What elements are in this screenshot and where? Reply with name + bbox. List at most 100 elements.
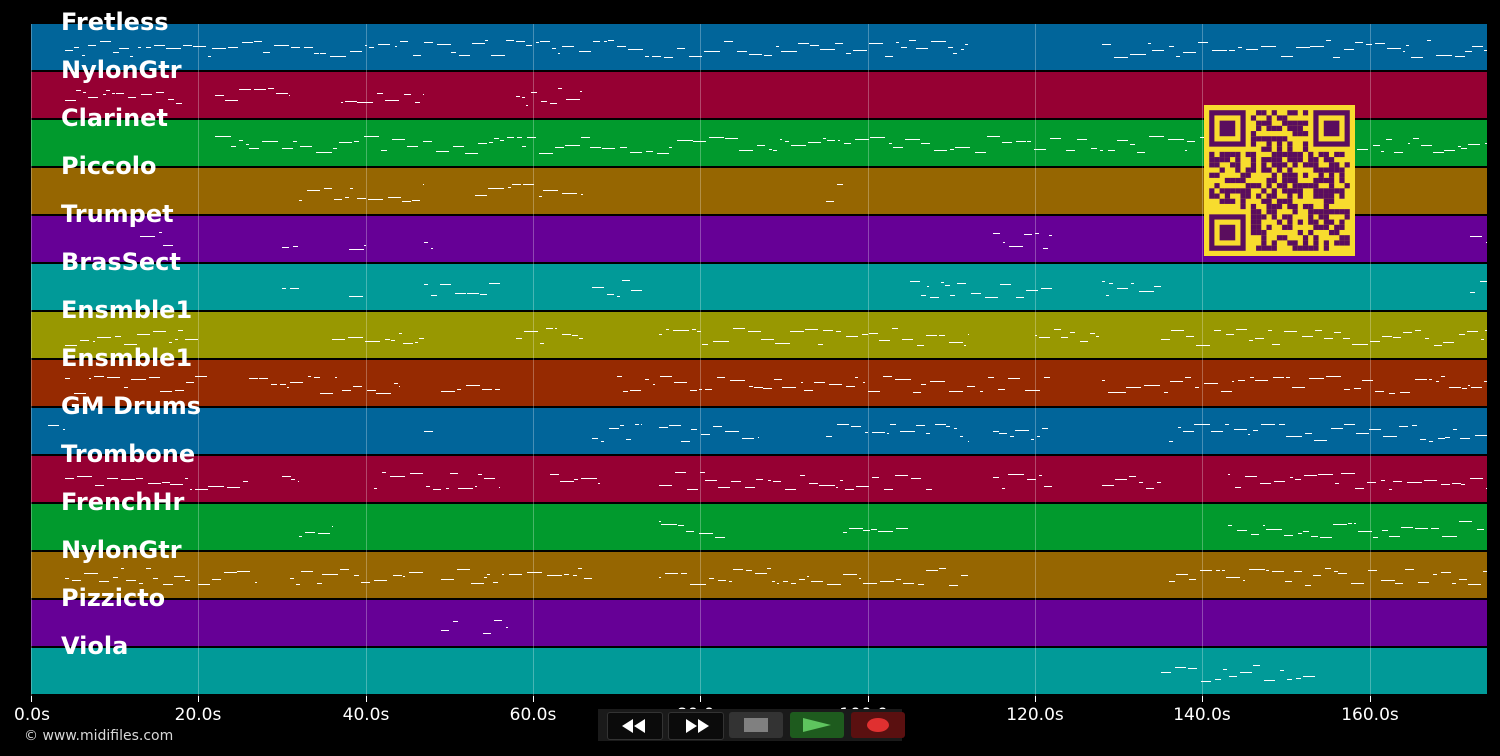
note [1200, 681, 1211, 682]
note [827, 584, 842, 585]
note [1388, 393, 1396, 394]
note [353, 141, 360, 142]
track-lane[interactable] [31, 24, 1487, 70]
track-lane[interactable] [31, 552, 1487, 598]
note [409, 572, 423, 573]
note [402, 343, 414, 344]
note [658, 334, 663, 335]
note [402, 201, 412, 202]
track-lane[interactable] [31, 408, 1487, 454]
note [340, 102, 343, 103]
note [185, 580, 190, 581]
note [1008, 246, 1024, 247]
record-button[interactable] [851, 712, 905, 738]
note [137, 47, 142, 48]
note [226, 487, 241, 488]
note [184, 478, 189, 479]
note [1393, 337, 1402, 338]
note [146, 47, 151, 48]
play-button[interactable] [790, 712, 844, 738]
note [239, 140, 244, 141]
track-lane[interactable] [31, 312, 1487, 358]
track-label: FrenchHr [61, 488, 185, 516]
note [827, 140, 835, 141]
note [163, 245, 174, 246]
note [380, 150, 388, 151]
track-lane[interactable] [31, 504, 1487, 550]
note [1146, 488, 1154, 489]
note [175, 339, 178, 340]
fast-forward-button[interactable] [668, 712, 724, 740]
note [1194, 424, 1210, 425]
note [581, 194, 584, 195]
note [800, 382, 803, 383]
note [725, 138, 739, 139]
note [895, 42, 899, 43]
note [106, 90, 111, 91]
note [554, 328, 557, 329]
note [424, 42, 433, 43]
note [523, 331, 539, 332]
note [1403, 51, 1406, 52]
note [169, 342, 172, 343]
note [64, 100, 76, 101]
note [926, 489, 932, 490]
note [314, 377, 320, 378]
piano-roll[interactable]: Fretless NylonGtr Clarinet Piccolo Trumpet Br… [0, 0, 1500, 700]
note [365, 341, 381, 342]
note [577, 568, 582, 569]
note [121, 479, 135, 480]
note [674, 382, 687, 383]
rewind-button[interactable] [607, 712, 663, 740]
note [763, 388, 773, 389]
note [1417, 582, 1430, 583]
note [488, 142, 493, 143]
note [965, 44, 969, 45]
note [872, 432, 885, 433]
note [676, 140, 693, 141]
note [776, 583, 779, 584]
note [668, 425, 681, 426]
note [387, 197, 402, 198]
note [691, 429, 698, 430]
note [165, 48, 182, 49]
note [441, 391, 456, 392]
note [273, 45, 289, 46]
note [1472, 46, 1483, 47]
note [409, 473, 423, 474]
note [415, 342, 418, 343]
note [753, 387, 764, 388]
note [825, 201, 834, 202]
note [1149, 136, 1164, 137]
note [403, 94, 412, 95]
note [531, 92, 537, 93]
note [64, 578, 69, 579]
stop-button[interactable] [729, 712, 783, 738]
note [1460, 438, 1471, 439]
gridline [1370, 24, 1371, 696]
note [381, 472, 386, 473]
note [1423, 480, 1438, 481]
note [1467, 144, 1480, 145]
note [1251, 534, 1259, 535]
note [1222, 669, 1227, 670]
note [1214, 679, 1222, 680]
note [198, 584, 210, 585]
track-lane[interactable] [31, 648, 1487, 694]
note [1065, 150, 1075, 151]
note [1279, 670, 1284, 671]
note [909, 281, 920, 282]
note [869, 333, 879, 334]
note [175, 390, 184, 391]
track-lane[interactable] [31, 600, 1487, 646]
note [1060, 337, 1069, 338]
note [211, 579, 221, 580]
note [424, 242, 429, 243]
note [1411, 57, 1423, 58]
note [1445, 437, 1451, 438]
track-lane[interactable] [31, 264, 1487, 310]
track-lane[interactable] [31, 360, 1487, 406]
note [960, 436, 963, 437]
tick-label: 40.0s [342, 705, 390, 725]
note [560, 481, 574, 482]
